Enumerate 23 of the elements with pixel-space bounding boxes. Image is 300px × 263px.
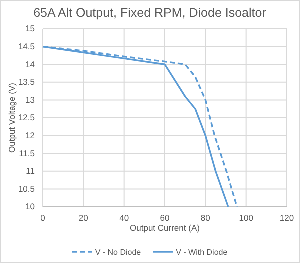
y-tick-label: 12.5 bbox=[18, 112, 36, 123]
y-tick-label: 13.5 bbox=[18, 77, 36, 88]
legend-label: V - With Diode bbox=[176, 248, 228, 257]
x-tick-label: 100 bbox=[239, 213, 254, 224]
y-axis-title: Output Voltage (V) bbox=[7, 82, 17, 153]
y-tick-label: 11 bbox=[26, 166, 36, 176]
x-tick-label: 80 bbox=[200, 213, 211, 224]
x-tick-label: 120 bbox=[280, 213, 294, 224]
y-tick-label: 15 bbox=[26, 24, 36, 34]
x-tick-label: 40 bbox=[120, 213, 130, 224]
chart-title: 65A Alt Output, Fixed RPM, Diode Isoaltor bbox=[34, 6, 266, 20]
x-axis-title: Output Current (A) bbox=[130, 223, 200, 233]
x-tick-label: 20 bbox=[78, 213, 89, 224]
y-tick-label: 10.5 bbox=[18, 184, 36, 194]
legend-label: V - No Diode bbox=[95, 248, 142, 257]
y-tick-label: 14 bbox=[26, 59, 36, 70]
y-tick-label: 10 bbox=[26, 202, 36, 212]
y-tick-label: 11.5 bbox=[19, 148, 36, 158]
y-tick-label: 12 bbox=[26, 130, 36, 141]
y-tick-label: 13 bbox=[26, 94, 36, 105]
x-tick-label: 0 bbox=[40, 213, 46, 224]
y-tick-label: 14.5 bbox=[18, 42, 36, 52]
x-tick-label: 60 bbox=[160, 213, 170, 224]
